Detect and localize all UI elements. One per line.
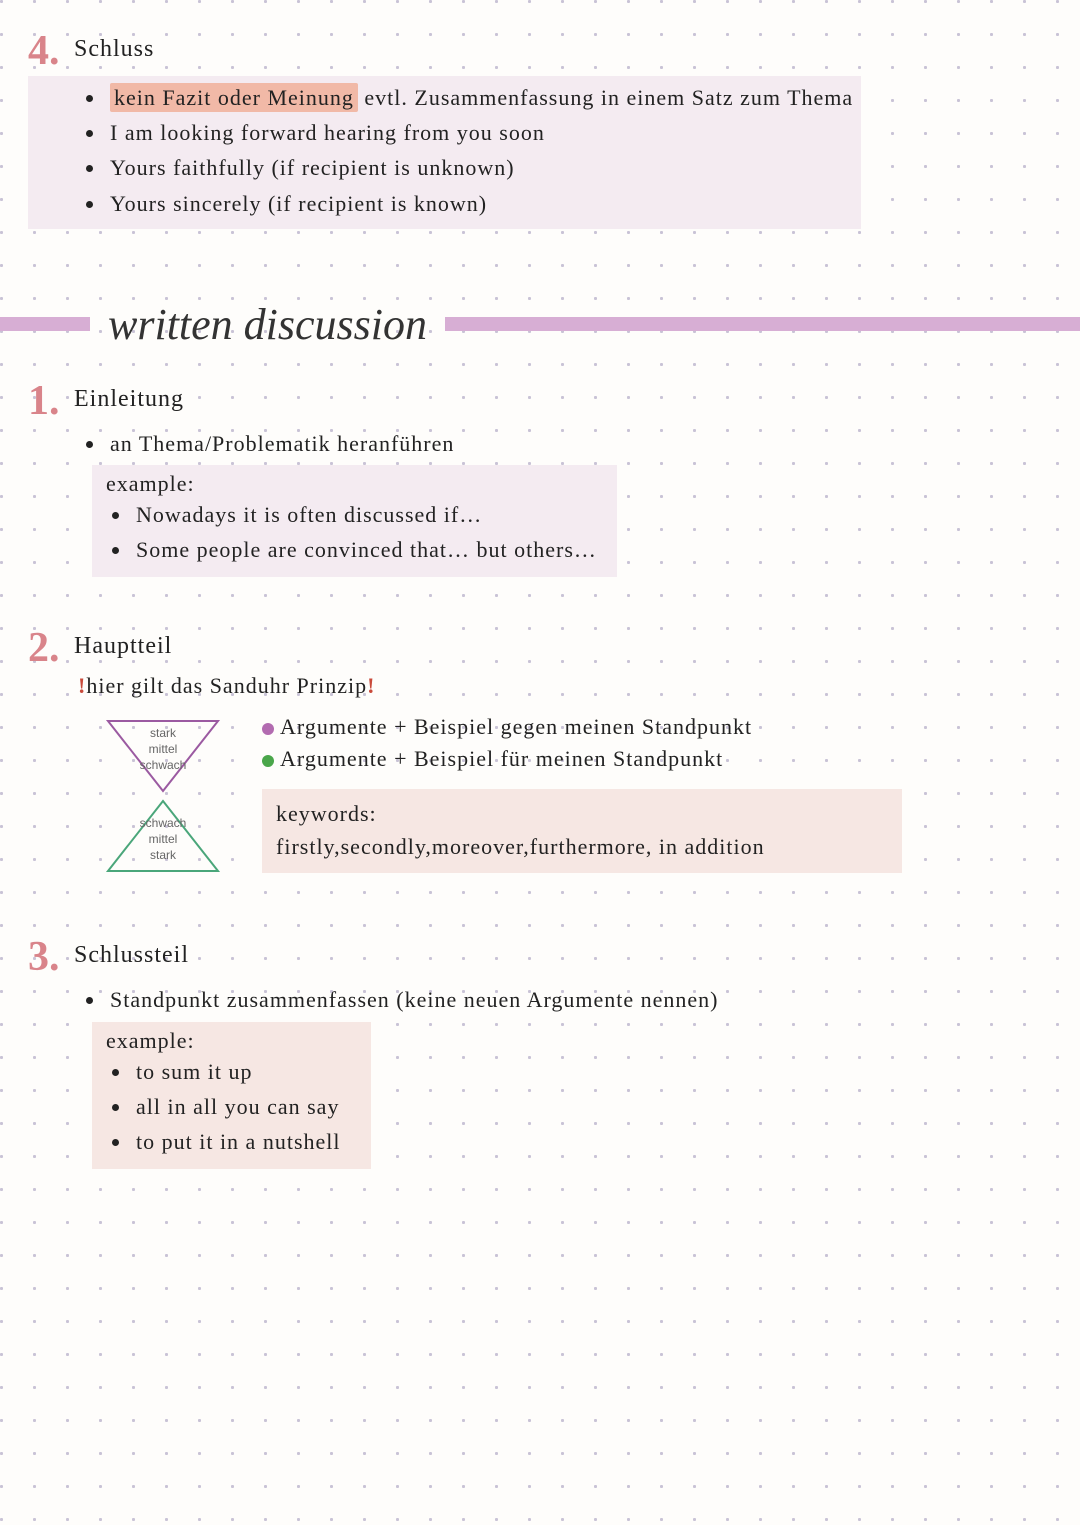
list-item: Yours faithfully (if recipient is unknow… bbox=[106, 150, 853, 185]
section-1-number: 1. bbox=[28, 380, 70, 422]
section-4-bullets-box: kein Fazit oder Meinung evtl. Zusammenfa… bbox=[28, 76, 861, 229]
section-4-number: 4. bbox=[28, 30, 70, 72]
section-3-bullets: Standpunkt zusammenfassen (keine neuen A… bbox=[88, 982, 1050, 1017]
section-2-body: stark mittel schwach schwach mittel star… bbox=[88, 711, 1050, 886]
warn-text: hier gilt das Sanduhr Prinzip bbox=[86, 673, 367, 698]
section-1-title: Einleitung bbox=[74, 380, 184, 413]
keywords-label: keywords: bbox=[276, 797, 888, 830]
section-1-examples: Nowadays it is often discussed if… Some … bbox=[114, 497, 597, 567]
list-item: to sum it up bbox=[132, 1054, 341, 1089]
section-1-header: 1. Einleitung bbox=[28, 380, 1050, 422]
warn-mark: ! bbox=[367, 673, 375, 698]
argument-lines: Argumente + Beispiel gegen meinen Standp… bbox=[262, 711, 902, 775]
highlighted-text: kein Fazit oder Meinung bbox=[110, 83, 358, 112]
keywords-text: firstly,secondly,moreover,furthermore, i… bbox=[276, 830, 888, 863]
hg-label: schwach bbox=[140, 758, 187, 772]
dot-icon bbox=[262, 755, 274, 767]
section-2-header: 2. Hauptteil bbox=[28, 627, 1050, 669]
divider-bar-left bbox=[0, 317, 90, 331]
divider-bar-right bbox=[445, 317, 1080, 331]
keywords-box: keywords: firstly,secondly,moreover,furt… bbox=[262, 789, 902, 873]
hourglass-svg: stark mittel schwach schwach mittel star… bbox=[88, 711, 238, 881]
hg-label: schwach bbox=[140, 816, 187, 830]
section-3-number: 3. bbox=[28, 936, 70, 978]
list-item: Some people are convinced that… but othe… bbox=[132, 532, 597, 567]
section-divider: written discussion bbox=[0, 299, 1080, 350]
section-1-example-box: example: Nowadays it is often discussed … bbox=[92, 465, 617, 577]
section-2-right: Argumente + Beispiel gegen meinen Standp… bbox=[262, 711, 902, 873]
text: Argumente + Beispiel für meinen Standpun… bbox=[280, 746, 723, 771]
section-4-header: 4. Schluss bbox=[28, 30, 1050, 72]
list-item: Nowadays it is often discussed if… bbox=[132, 497, 597, 532]
list-item: an Thema/Problematik heranführen bbox=[106, 426, 1050, 461]
section-3-examples: to sum it up all in all you can say to p… bbox=[114, 1054, 341, 1160]
list-item: I am looking forward hearing from you so… bbox=[106, 115, 853, 150]
section-3-header: 3. Schlussteil bbox=[28, 936, 1050, 978]
list-item: Yours sincerely (if recipient is known) bbox=[106, 186, 853, 221]
text: Argumente + Beispiel gegen meinen Standp… bbox=[280, 714, 752, 739]
hg-label: stark bbox=[150, 848, 177, 862]
example-label: example: bbox=[106, 1028, 341, 1054]
section-2-number: 2. bbox=[28, 627, 70, 669]
example-label: example: bbox=[106, 471, 597, 497]
list-item: kein Fazit oder Meinung evtl. Zusammenfa… bbox=[106, 80, 853, 115]
hg-label: mittel bbox=[149, 742, 178, 756]
list-item: Standpunkt zusammenfassen (keine neuen A… bbox=[106, 982, 1050, 1017]
section-3-title: Schlussteil bbox=[74, 936, 189, 969]
argument-against: Argumente + Beispiel gegen meinen Standp… bbox=[262, 711, 902, 743]
text: evtl. Zusammenfassung in einem Satz zum … bbox=[358, 85, 853, 110]
dot-icon bbox=[262, 723, 274, 735]
section-4-bullets: kein Fazit oder Meinung evtl. Zusammenfa… bbox=[88, 80, 853, 221]
argument-for: Argumente + Beispiel für meinen Standpun… bbox=[262, 743, 902, 775]
section-2-title: Hauptteil bbox=[74, 627, 172, 660]
section-4-title: Schluss bbox=[74, 30, 154, 63]
section-3-example-box: example: to sum it up all in all you can… bbox=[92, 1022, 371, 1170]
list-item: to put it in a nutshell bbox=[132, 1124, 341, 1159]
hg-label: stark bbox=[150, 726, 177, 740]
note-page: 4. Schluss kein Fazit oder Meinung evtl.… bbox=[0, 0, 1080, 1199]
hourglass-diagram: stark mittel schwach schwach mittel star… bbox=[88, 711, 238, 886]
list-item: all in all you can say bbox=[132, 1089, 341, 1124]
section-2-warning: !hier gilt das Sanduhr Prinzip! bbox=[78, 673, 1050, 699]
hg-label: mittel bbox=[149, 832, 178, 846]
divider-title: written discussion bbox=[90, 299, 445, 350]
section-1-bullets: an Thema/Problematik heranführen bbox=[88, 426, 1050, 461]
